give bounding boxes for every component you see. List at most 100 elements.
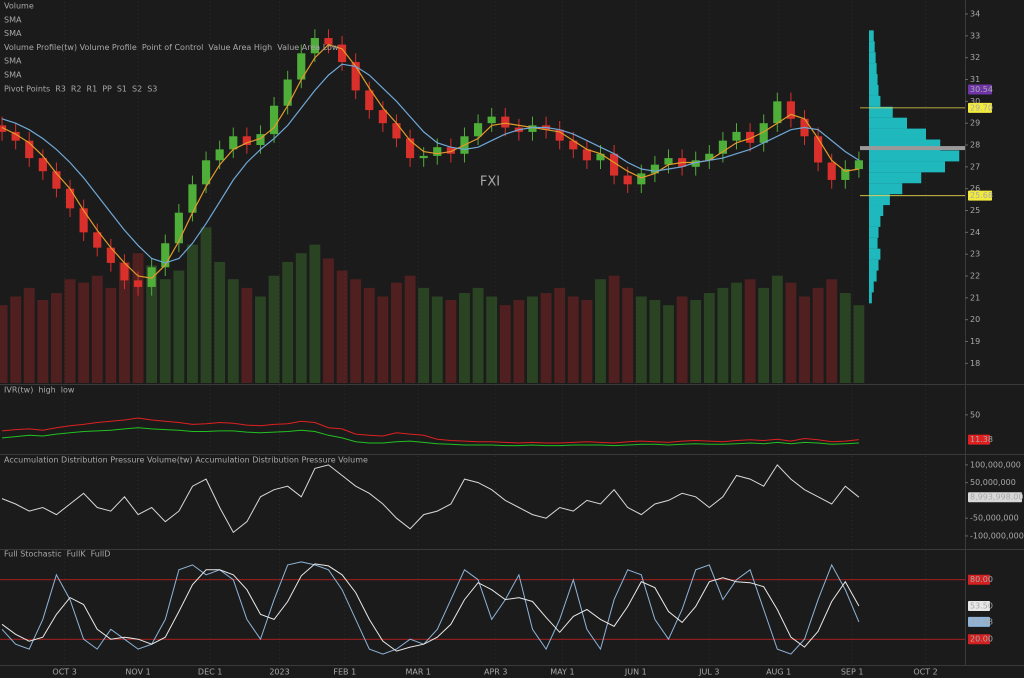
last-value-label: 11.38	[970, 435, 993, 444]
candle-body	[147, 267, 156, 287]
candle-body	[664, 158, 673, 165]
candle-body	[569, 140, 578, 150]
y-tick-label: 50	[970, 410, 980, 419]
candle-body	[501, 116, 510, 128]
profile-bar	[869, 205, 884, 217]
series-line	[1, 563, 860, 652]
volume-bar	[676, 296, 688, 383]
profile-bar	[869, 226, 879, 238]
volume-bar	[91, 275, 103, 383]
volume-bar	[635, 296, 647, 383]
x-tick-label: MAY 1	[550, 668, 574, 677]
legend-entry: PP	[102, 84, 112, 93]
profile-bar	[869, 270, 877, 282]
profile-bar	[869, 139, 941, 151]
legend-entry: Pivot Points	[4, 84, 50, 93]
candle-body	[433, 147, 442, 156]
volume-bar	[690, 299, 702, 383]
candle-body	[610, 153, 619, 176]
candle-body	[718, 140, 727, 154]
y-tick-label: 25	[970, 206, 980, 215]
legend-entry: R2	[71, 84, 82, 93]
y-tick-label: 80.00	[970, 575, 993, 584]
candle-body	[25, 140, 34, 159]
volume-bar	[132, 253, 144, 383]
volume-bar	[731, 282, 742, 383]
candle-body	[11, 131, 20, 141]
candle-body	[283, 79, 292, 106]
candle-body	[351, 62, 360, 91]
legend-entry: Accumulation Distribution Pressure Volum…	[4, 456, 368, 465]
last-value-label: 53.50	[970, 602, 993, 611]
y-tick-box	[968, 574, 990, 585]
candle-body	[133, 280, 143, 287]
legend-entry: Point of Control	[142, 43, 204, 52]
legend-entry: FullK	[67, 550, 87, 559]
legend-entry: SMA	[4, 29, 22, 38]
candle-body	[106, 247, 115, 263]
legend-entry: R3	[55, 84, 66, 93]
volume-bar	[336, 270, 348, 383]
y-tick-label: 19	[970, 337, 980, 346]
volume-bar	[159, 279, 171, 383]
candle-body	[637, 173, 646, 185]
candle-body	[174, 212, 183, 244]
candle-body	[759, 123, 768, 143]
candle-body	[215, 149, 224, 161]
volume-bar	[404, 275, 416, 383]
volume-bar	[472, 287, 484, 383]
volume-bar	[703, 293, 715, 383]
volume-bar	[785, 282, 797, 383]
y-tick-label: 27	[970, 162, 980, 171]
candle-body	[310, 38, 319, 54]
profile-bar	[869, 41, 875, 53]
series-line	[1, 427, 859, 447]
series-line	[1, 417, 859, 444]
candle-body	[623, 175, 632, 185]
profile-bar	[869, 63, 877, 75]
candle-body	[378, 110, 387, 124]
profile-bar	[869, 215, 881, 227]
candle-body	[705, 153, 714, 161]
legend-entry: Value Area High	[208, 43, 272, 52]
y-tick-label: 18	[970, 359, 980, 368]
volume-bar	[839, 293, 851, 383]
volume-bar	[499, 305, 511, 383]
profile-bar	[869, 30, 874, 42]
candle-body	[38, 158, 47, 172]
volume-bar	[513, 299, 525, 383]
volume-bar	[799, 296, 810, 383]
volume-bar	[540, 293, 552, 383]
y-tick-label: 21	[970, 293, 980, 302]
legend-entry: IVR(tw)	[4, 386, 33, 395]
last-value-label: 8,993,998.00	[970, 493, 1023, 502]
x-tick-label: OCT 3	[52, 668, 76, 677]
y-tick-label: 24	[970, 228, 980, 237]
volume-bar	[10, 296, 22, 383]
legend-entry: R1	[87, 84, 98, 93]
volume-bar	[595, 279, 606, 383]
volume-bar	[527, 296, 538, 383]
x-tick-label: FEB 1	[333, 668, 356, 677]
volume-bar	[241, 287, 253, 383]
volume-bar	[23, 287, 35, 383]
x-tick-label: 2023	[269, 668, 289, 677]
volume-bar	[214, 261, 226, 383]
candle-body	[691, 160, 700, 167]
y-tick-label: 34	[970, 10, 980, 19]
x-tick-label: MAR 1	[405, 668, 431, 677]
y-tick-label: 22	[970, 272, 980, 281]
candle-body	[229, 136, 238, 150]
volume-bar	[663, 305, 674, 383]
profile-bar	[869, 95, 881, 107]
profile-bar	[869, 281, 874, 293]
profile-bar	[869, 74, 878, 86]
volume-bar	[37, 299, 49, 383]
volume-bar	[323, 258, 334, 383]
candle-body	[746, 131, 755, 143]
candle-body	[52, 171, 61, 189]
volume-bar	[78, 282, 90, 383]
profile-bar	[869, 117, 907, 129]
candle-body	[297, 53, 306, 80]
volume-bar	[146, 265, 158, 383]
